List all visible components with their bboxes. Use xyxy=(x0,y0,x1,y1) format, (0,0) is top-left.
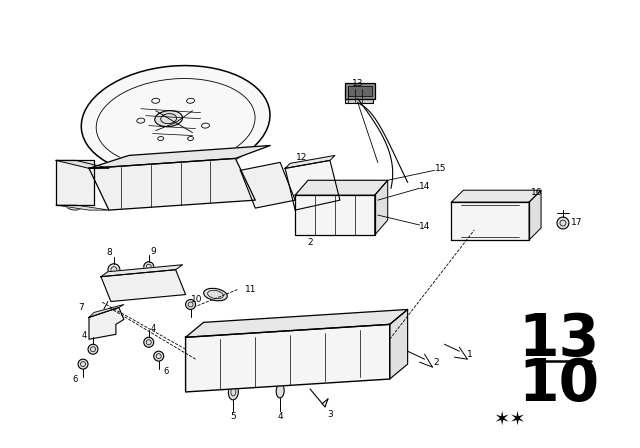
Ellipse shape xyxy=(136,184,146,192)
Text: 6: 6 xyxy=(163,366,168,375)
Polygon shape xyxy=(285,160,340,210)
Text: 14: 14 xyxy=(419,182,430,191)
Text: ✶✶: ✶✶ xyxy=(493,409,525,428)
Text: 10: 10 xyxy=(518,357,600,414)
Text: 12: 12 xyxy=(296,153,308,162)
Ellipse shape xyxy=(108,264,120,276)
Ellipse shape xyxy=(204,289,227,301)
Ellipse shape xyxy=(255,184,269,196)
Ellipse shape xyxy=(228,384,238,400)
Polygon shape xyxy=(89,146,270,168)
Polygon shape xyxy=(295,195,375,235)
Ellipse shape xyxy=(154,351,164,361)
Text: 16: 16 xyxy=(531,188,543,197)
Text: 5: 5 xyxy=(230,412,236,421)
Ellipse shape xyxy=(88,344,98,354)
Ellipse shape xyxy=(114,288,128,297)
Ellipse shape xyxy=(367,358,383,372)
Text: 6: 6 xyxy=(72,375,77,383)
Ellipse shape xyxy=(81,65,270,176)
Polygon shape xyxy=(390,310,408,379)
Polygon shape xyxy=(241,162,295,208)
Text: 13: 13 xyxy=(518,311,600,368)
Ellipse shape xyxy=(314,179,326,189)
Ellipse shape xyxy=(61,168,89,196)
Polygon shape xyxy=(186,324,390,392)
Text: 4: 4 xyxy=(151,324,156,333)
Ellipse shape xyxy=(154,284,168,295)
Ellipse shape xyxy=(171,181,180,189)
Ellipse shape xyxy=(276,384,284,398)
Bar xyxy=(348,86,372,96)
Polygon shape xyxy=(101,270,186,302)
Polygon shape xyxy=(56,160,109,168)
Ellipse shape xyxy=(186,300,196,310)
Ellipse shape xyxy=(370,201,380,209)
Polygon shape xyxy=(451,190,541,202)
Text: 9: 9 xyxy=(151,247,157,256)
Text: 10: 10 xyxy=(191,295,202,304)
Ellipse shape xyxy=(63,190,87,210)
Polygon shape xyxy=(295,180,388,195)
Polygon shape xyxy=(375,180,388,235)
Text: 11: 11 xyxy=(244,285,256,294)
Text: 2: 2 xyxy=(434,358,439,366)
Text: 14: 14 xyxy=(419,223,430,232)
Polygon shape xyxy=(186,310,408,337)
Text: 4: 4 xyxy=(277,412,283,421)
Text: 1: 1 xyxy=(467,350,472,359)
Bar xyxy=(345,89,372,103)
Text: 8: 8 xyxy=(106,248,112,257)
Ellipse shape xyxy=(294,182,306,192)
Text: 13: 13 xyxy=(352,79,364,88)
Text: 15: 15 xyxy=(435,164,446,173)
Ellipse shape xyxy=(370,211,380,219)
Polygon shape xyxy=(451,202,529,240)
Ellipse shape xyxy=(144,262,154,271)
Text: 2: 2 xyxy=(307,238,313,247)
Text: 3: 3 xyxy=(327,410,333,419)
Bar xyxy=(345,83,375,99)
Text: 17: 17 xyxy=(571,218,582,227)
Ellipse shape xyxy=(358,220,372,230)
Ellipse shape xyxy=(144,337,154,347)
Ellipse shape xyxy=(78,359,88,369)
Polygon shape xyxy=(89,159,255,210)
Polygon shape xyxy=(89,305,124,318)
Polygon shape xyxy=(101,265,182,277)
Polygon shape xyxy=(529,190,541,240)
Text: 7: 7 xyxy=(78,303,84,312)
Ellipse shape xyxy=(73,180,77,184)
Polygon shape xyxy=(56,205,109,210)
Polygon shape xyxy=(89,307,124,339)
Ellipse shape xyxy=(298,223,312,233)
Ellipse shape xyxy=(216,178,225,186)
Ellipse shape xyxy=(155,111,182,127)
Ellipse shape xyxy=(557,217,569,229)
Polygon shape xyxy=(285,155,335,168)
Ellipse shape xyxy=(193,367,209,381)
Polygon shape xyxy=(56,160,94,205)
Ellipse shape xyxy=(100,185,112,195)
Text: 4: 4 xyxy=(81,331,86,340)
